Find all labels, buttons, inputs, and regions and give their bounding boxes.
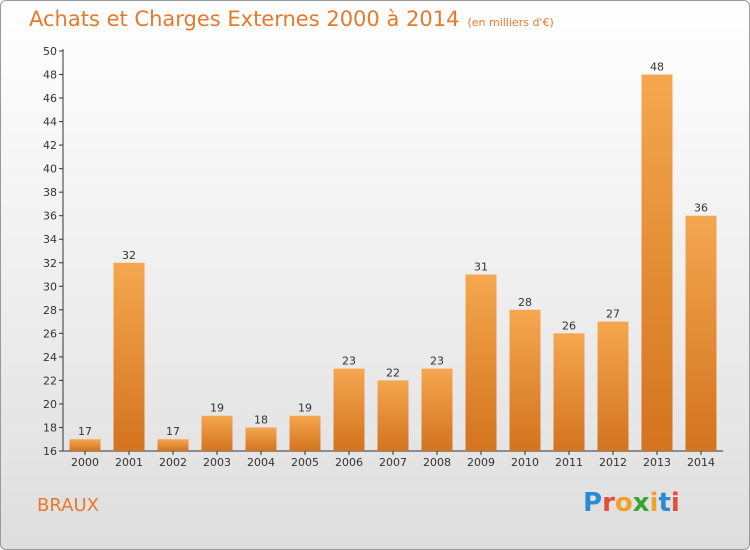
y-tick-label: 34 [43, 233, 57, 246]
bar-value-label: 23 [430, 355, 444, 368]
x-tick-label: 2003 [203, 456, 231, 469]
y-tick-label: 20 [43, 398, 57, 411]
y-tick-label: 38 [43, 186, 57, 199]
y-tick-label: 32 [43, 257, 57, 270]
title-unit: (en milliers d'€) [467, 16, 554, 29]
logo-letter: r [602, 488, 615, 518]
bar [113, 262, 145, 451]
bar [333, 368, 365, 451]
bar [685, 215, 717, 451]
bar-value-label: 36 [694, 202, 708, 215]
x-tick-label: 2000 [71, 456, 99, 469]
bar-value-label: 17 [166, 425, 180, 438]
bar-value-label: 27 [606, 308, 620, 321]
x-tick-label: 2004 [247, 456, 275, 469]
title-main: Achats et Charges Externes 2000 à 2014 [29, 7, 460, 31]
bar-value-label: 26 [562, 319, 576, 332]
x-tick-label: 2011 [555, 456, 583, 469]
logo-letter: P [583, 488, 603, 518]
proxiti-logo: Proxiti [583, 488, 680, 518]
bar-value-label: 18 [254, 413, 268, 426]
bar [289, 415, 321, 451]
y-tick-label: 46 [43, 92, 57, 105]
y-tick-label: 16 [43, 445, 57, 458]
bar [509, 309, 541, 451]
logo-letter: i [649, 488, 659, 518]
bar-value-label: 19 [210, 402, 224, 415]
bar-value-label: 22 [386, 366, 400, 379]
bar-value-label: 28 [518, 296, 532, 309]
y-tick-label: 36 [43, 210, 57, 223]
logo-letter: t [658, 488, 671, 518]
x-tick-label: 2013 [643, 456, 671, 469]
bar-value-label: 48 [650, 61, 664, 74]
y-tick-label: 50 [43, 45, 57, 58]
bar [421, 368, 453, 451]
x-tick-label: 2006 [335, 456, 363, 469]
y-tick-label: 26 [43, 327, 57, 340]
bar [465, 274, 497, 451]
bar [245, 427, 277, 451]
logo-letter: o [614, 488, 633, 518]
bar [201, 415, 233, 451]
bar [157, 439, 189, 451]
bar [597, 321, 629, 451]
y-tick-label: 18 [43, 421, 57, 434]
bar [377, 380, 409, 451]
logo-letter: x [632, 488, 650, 518]
bar-value-label: 19 [298, 402, 312, 415]
y-tick-label: 30 [43, 280, 57, 293]
chart-title: Achats et Charges Externes 2000 à 2014 (e… [29, 7, 554, 31]
y-tick-label: 48 [43, 69, 57, 82]
x-tick-label: 2012 [599, 456, 627, 469]
bar [69, 439, 101, 451]
y-tick-label: 44 [43, 116, 57, 129]
y-tick-label: 22 [43, 374, 57, 387]
place-name: BRAUX [37, 495, 99, 516]
x-tick-label: 2005 [291, 456, 319, 469]
y-tick-label: 40 [43, 163, 57, 176]
bar-value-label: 17 [78, 425, 92, 438]
bar [641, 74, 673, 451]
y-tick-label: 28 [43, 304, 57, 317]
bar-value-label: 32 [122, 249, 136, 262]
logo-letter: i [670, 488, 680, 518]
x-tick-label: 2014 [687, 456, 715, 469]
y-tick-label: 24 [43, 351, 57, 364]
y-tick-label: 42 [43, 139, 57, 152]
x-tick-label: 2009 [467, 456, 495, 469]
bar [553, 333, 585, 451]
x-tick-label: 2010 [511, 456, 539, 469]
bar-value-label: 23 [342, 355, 356, 368]
x-tick-label: 2007 [379, 456, 407, 469]
x-tick-label: 2001 [115, 456, 143, 469]
x-tick-label: 2002 [159, 456, 187, 469]
x-tick-label: 2008 [423, 456, 451, 469]
bar-value-label: 31 [474, 261, 488, 274]
